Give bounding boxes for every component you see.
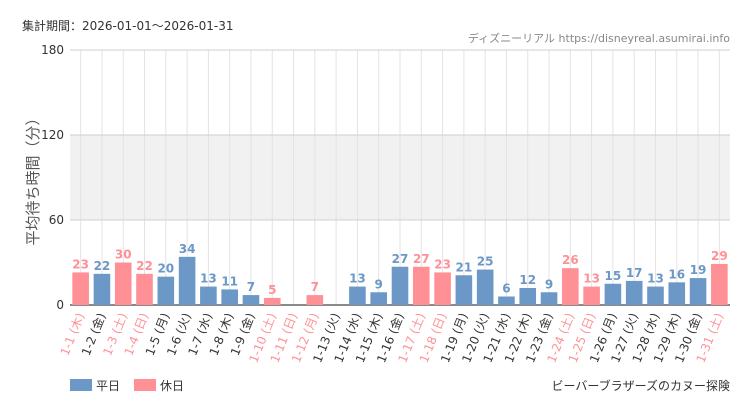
bar xyxy=(540,292,558,305)
y-tick-label: 60 xyxy=(49,213,64,227)
data-label: 25 xyxy=(477,255,494,269)
data-label: 7 xyxy=(311,280,319,294)
bar xyxy=(157,276,175,305)
bar xyxy=(391,266,409,305)
data-label: 22 xyxy=(136,259,153,273)
y-tick-label: 120 xyxy=(41,128,64,142)
data-label: 6 xyxy=(502,282,510,296)
bar xyxy=(647,286,664,305)
bar xyxy=(349,286,366,305)
bar xyxy=(519,288,537,305)
data-label: 27 xyxy=(392,252,409,266)
bar xyxy=(200,286,217,305)
data-label: 26 xyxy=(562,253,579,267)
bar xyxy=(221,289,238,305)
data-label: 22 xyxy=(94,259,111,273)
data-label: 23 xyxy=(434,257,451,271)
y-axis-label: 平均待ち時間（分） xyxy=(24,110,42,245)
bar xyxy=(178,256,196,305)
data-label: 29 xyxy=(711,249,728,263)
bar xyxy=(263,297,281,305)
data-label: 13 xyxy=(647,272,664,286)
bar xyxy=(93,273,111,305)
data-label: 15 xyxy=(605,269,622,283)
data-label: 23 xyxy=(72,257,89,271)
bar xyxy=(370,292,388,305)
bar xyxy=(476,269,494,305)
y-tick-label: 180 xyxy=(41,43,64,57)
bar xyxy=(498,296,515,305)
data-label: 12 xyxy=(519,273,536,287)
data-label: 34 xyxy=(179,242,196,256)
data-label: 13 xyxy=(349,272,366,286)
source-label: ディズニーリアル https://disneyreal.asumirai.inf… xyxy=(468,31,730,45)
legend-label-holiday: 休日 xyxy=(160,379,184,393)
period-label: 集計期間：2026-01-01～2026-01-31 xyxy=(22,18,233,33)
bar xyxy=(455,275,473,305)
bar xyxy=(668,282,686,305)
bar xyxy=(136,273,153,305)
data-label: 5 xyxy=(268,283,276,297)
bar xyxy=(689,278,707,305)
bar xyxy=(711,263,728,305)
data-label: 13 xyxy=(583,272,600,286)
data-label: 16 xyxy=(668,267,685,281)
bar xyxy=(242,295,260,305)
y-tick-label: 0 xyxy=(56,298,64,312)
bar xyxy=(604,283,622,305)
data-label: 27 xyxy=(413,252,430,266)
attraction-name: ビーバーブラザーズのカヌー探険 xyxy=(551,378,730,393)
data-label: 13 xyxy=(200,272,217,286)
data-label: 21 xyxy=(456,260,473,274)
legend-swatch-weekday xyxy=(70,379,92,391)
data-label: 20 xyxy=(157,262,174,276)
legend: 平日 休日 xyxy=(70,379,184,393)
data-label: 9 xyxy=(375,277,383,291)
legend-swatch-holiday xyxy=(134,379,156,391)
bar xyxy=(583,286,600,305)
bar xyxy=(72,272,89,305)
data-label: 9 xyxy=(545,277,553,291)
legend-label-weekday: 平日 xyxy=(96,379,120,393)
bar xyxy=(625,280,643,305)
data-label: 7 xyxy=(247,280,255,294)
data-label: 11 xyxy=(221,274,238,288)
bar xyxy=(114,262,132,305)
data-label: 17 xyxy=(626,266,643,280)
bar xyxy=(412,266,430,305)
bar xyxy=(434,272,451,305)
data-label: 30 xyxy=(115,248,132,262)
bar xyxy=(306,295,324,305)
data-label: 19 xyxy=(690,263,707,277)
bar xyxy=(562,268,579,305)
